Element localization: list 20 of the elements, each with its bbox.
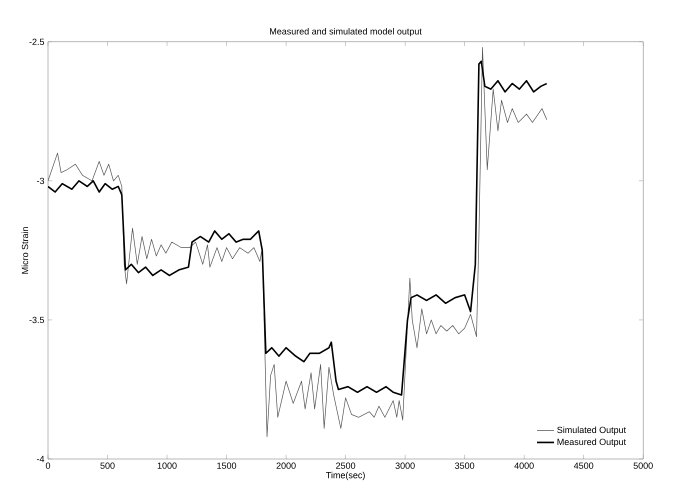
x-tick-label: 1500 xyxy=(217,462,236,469)
y-tick-label: -4 xyxy=(36,456,44,462)
x-tick-label: 5000 xyxy=(634,462,653,469)
x-tick-label: 1000 xyxy=(158,462,177,469)
legend-label: Measured Output xyxy=(558,438,626,447)
x-tick-label: 3500 xyxy=(454,462,474,469)
legend-label: Simulated Output xyxy=(557,426,626,435)
y-tick-label: -3 xyxy=(36,178,44,184)
chart-title: Measured and simulated model output xyxy=(270,28,422,36)
y-axis-title: Micro Strain xyxy=(22,227,28,274)
x-tick-label: 2000 xyxy=(276,462,296,469)
x-tick-label: 500 xyxy=(100,462,115,469)
y-tick-label: -2.5 xyxy=(29,38,44,46)
x-tick-label: 2500 xyxy=(336,462,356,469)
y-tick-label: -3.5 xyxy=(29,316,44,324)
x-tick-label: 4500 xyxy=(574,462,594,469)
x-tick-label: 4000 xyxy=(514,462,534,469)
x-tick-label: 0 xyxy=(46,462,50,469)
x-tick-label: 3000 xyxy=(395,462,415,469)
x-axis-title: Time(sec) xyxy=(326,472,365,480)
